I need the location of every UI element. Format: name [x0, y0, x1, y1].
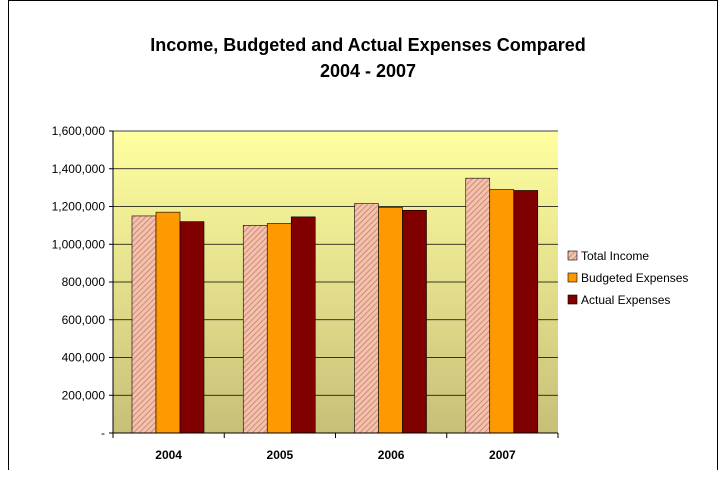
legend-swatch-actual-expenses: [567, 294, 578, 305]
legend-swatch-total-income: [567, 250, 578, 261]
bar-total-income-2004: [131, 215, 157, 434]
chart-title: Income, Budgeted and Actual Expenses Com…: [150, 35, 585, 55]
y-tick-label: 600,000: [62, 313, 106, 327]
y-tick-label: 1,200,000: [52, 200, 106, 214]
bar-total-income-2005: [242, 225, 268, 434]
legend-label-budgeted-expenses: Budgeted Expenses: [581, 271, 688, 285]
y-tick-label: -: [101, 426, 105, 440]
legend: Total Income Budgeted Expenses Actual Ex…: [567, 249, 688, 307]
bar-budgeted-expenses-2005: [266, 223, 292, 434]
bar-actual-expenses-2005: [290, 216, 316, 434]
bar-budgeted-expenses-2004: [155, 211, 181, 434]
x-tick-label-2007: 2007: [489, 448, 516, 462]
legend-label-actual-expenses: Actual Expenses: [581, 293, 670, 307]
bar-budgeted-expenses-2007: [489, 189, 515, 434]
y-tick-label: 800,000: [62, 275, 106, 289]
bar-total-income-2007: [465, 177, 491, 434]
y-tick-labels: - 200,000 400,000 600,000 800,000 1,000,000 1,…: [52, 124, 106, 440]
bars: [131, 177, 539, 434]
y-tick-label: 1,400,000: [52, 162, 106, 176]
legend-label-total-income: Total Income: [581, 249, 649, 263]
x-tick-labels: 2004 2005 2006 2007: [155, 448, 516, 462]
x-tick-label-2005: 2005: [267, 448, 294, 462]
x-tick-label-2006: 2006: [378, 448, 405, 462]
chart-frame: [8, 0, 718, 470]
y-tick-label: 1,600,000: [52, 124, 106, 138]
bar-actual-expenses-2007: [513, 190, 539, 434]
y-tick-label: 1,000,000: [52, 237, 106, 251]
bar-actual-expenses-2006: [402, 209, 427, 434]
bar-actual-expenses-2004: [179, 221, 205, 434]
chart-subtitle: 2004 - 2007: [320, 61, 416, 81]
bar-total-income-2006: [354, 203, 379, 434]
axes: [109, 130, 559, 438]
x-tick-label-2004: 2004: [155, 448, 182, 462]
legend-swatch-budgeted-expenses: [567, 272, 578, 283]
y-tick-label: 400,000: [62, 351, 106, 365]
y-tick-label: 200,000: [62, 388, 106, 402]
bar-budgeted-expenses-2006: [378, 207, 403, 434]
